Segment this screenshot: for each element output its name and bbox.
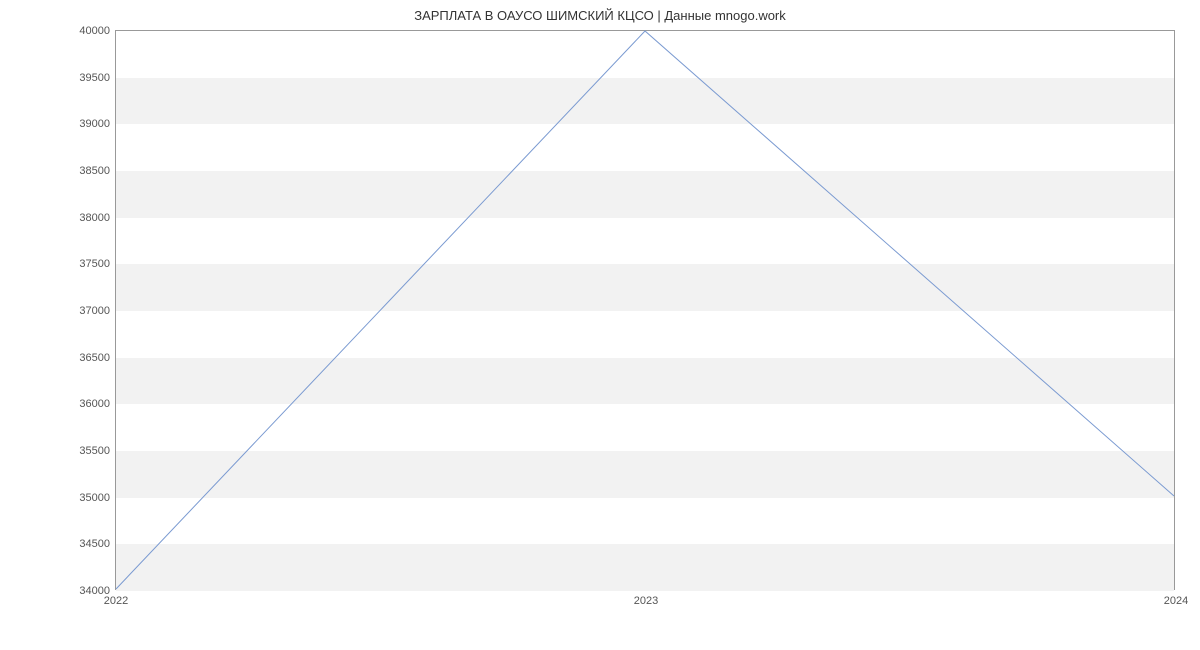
salary-line-chart: ЗАРПЛАТА В ОАУСО ШИМСКИЙ КЦСО | Данные m…	[0, 0, 1200, 650]
x-tick-label: 2022	[104, 589, 128, 607]
y-tick-label: 38500	[79, 165, 116, 177]
line-layer	[116, 31, 1174, 589]
x-tick-label: 2023	[634, 589, 658, 607]
y-tick-label: 36500	[79, 352, 116, 364]
y-tick-label: 39500	[79, 72, 116, 84]
y-tick-label: 37500	[79, 258, 116, 270]
y-tick-label: 39000	[79, 118, 116, 130]
y-tick-label: 35500	[79, 445, 116, 457]
y-tick-label: 35000	[79, 492, 116, 504]
y-tick-label: 40000	[79, 25, 116, 37]
y-tick-label: 38000	[79, 212, 116, 224]
y-tick-label: 34500	[79, 538, 116, 550]
chart-title: ЗАРПЛАТА В ОАУСО ШИМСКИЙ КЦСО | Данные m…	[0, 8, 1200, 23]
y-tick-label: 36000	[79, 398, 116, 410]
series-line-salary	[116, 31, 1174, 589]
y-tick-label: 37000	[79, 305, 116, 317]
plot-area: 3400034500350003550036000365003700037500…	[115, 30, 1175, 590]
x-tick-label: 2024	[1164, 589, 1188, 607]
